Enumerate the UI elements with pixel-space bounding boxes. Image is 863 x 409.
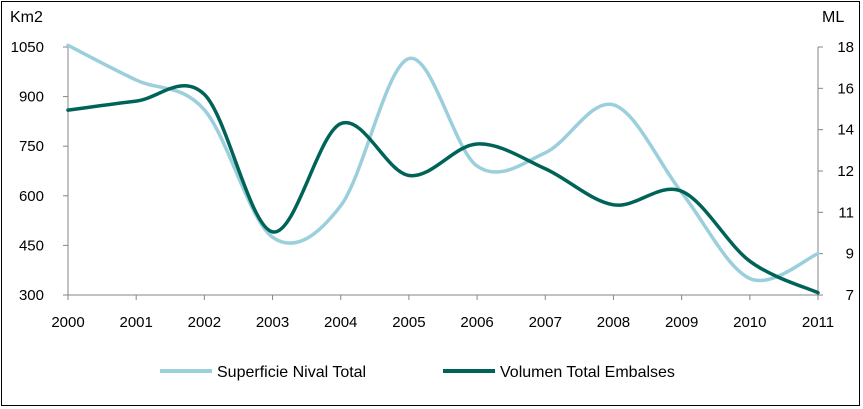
left-tick-label: 600: [19, 188, 44, 205]
superficie-nival-line: [66, 43, 820, 283]
left-tick-label: 1050: [11, 39, 44, 56]
left-axis-title: Km2: [10, 9, 43, 26]
right-tick-label: 9: [846, 246, 854, 263]
left-tick-label: 750: [19, 138, 44, 155]
x-tick-label: 2007: [529, 314, 562, 331]
left-tick-label: 450: [19, 237, 44, 254]
series-layer: [66, 43, 820, 295]
right-tick-label: 11: [838, 204, 854, 221]
tick-layer: 300 450 600 750 900 1050 7 9 11 12 14 16 18 2000 2001 2…: [11, 39, 854, 331]
right-tick-label: 14: [837, 122, 854, 139]
right-tick-label: 18: [837, 39, 854, 56]
right-tick-label: 16: [837, 80, 854, 97]
x-tick-label: 2000: [51, 314, 84, 331]
left-tick-label: 300: [19, 287, 44, 304]
legend-label-volumen: Volumen Total Embalses: [500, 364, 675, 381]
x-tick-label: 2009: [665, 314, 698, 331]
x-tick-label: 2005: [392, 314, 425, 331]
right-tick-label: 12: [837, 163, 854, 180]
legend-label-superficie: Superficie Nival Total: [217, 364, 366, 381]
x-tick-label: 2003: [256, 314, 289, 331]
x-tick-label: 2001: [119, 314, 152, 331]
x-tick-label: 2008: [597, 314, 630, 331]
x-tick-label: 2006: [460, 314, 493, 331]
left-tick-label: 900: [19, 89, 44, 106]
x-tick-label: 2011: [802, 314, 834, 331]
volumen-embalses-line: [66, 83, 820, 295]
right-axis-title: ML: [822, 9, 844, 26]
legend: Superficie Nival Total Volumen Total Emb…: [160, 364, 675, 381]
right-tick-label: 7: [846, 287, 854, 304]
x-tick-label: 2004: [324, 314, 357, 331]
x-tick-label: 2010: [733, 314, 766, 331]
x-tick-label: 2002: [188, 314, 221, 331]
